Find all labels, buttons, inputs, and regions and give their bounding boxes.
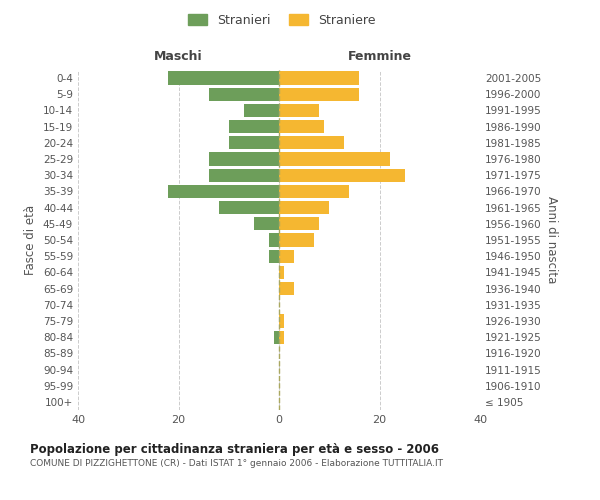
Bar [274, 330, 279, 344]
Text: COMUNE DI PIZZIGHETTONE (CR) - Dati ISTAT 1° gennaio 2006 - Elaborazione TUTTITA: COMUNE DI PIZZIGHETTONE (CR) - Dati ISTA… [30, 459, 443, 468]
Legend: Stranieri, Straniere: Stranieri, Straniere [184, 8, 380, 32]
Bar [279, 72, 359, 85]
Bar [279, 136, 344, 149]
Bar [209, 168, 279, 182]
Bar [279, 201, 329, 214]
Bar [254, 217, 279, 230]
Bar [279, 168, 404, 182]
Bar [169, 185, 279, 198]
Bar [269, 234, 279, 246]
Bar [279, 217, 319, 230]
Bar [279, 152, 389, 166]
Y-axis label: Fasce di età: Fasce di età [25, 205, 37, 275]
Bar [279, 120, 324, 134]
Bar [279, 185, 349, 198]
Bar [279, 266, 284, 279]
Text: Maschi: Maschi [154, 50, 203, 63]
Text: Popolazione per cittadinanza straniera per età e sesso - 2006: Popolazione per cittadinanza straniera p… [30, 442, 439, 456]
Bar [209, 152, 279, 166]
Bar [269, 250, 279, 263]
Bar [229, 120, 279, 134]
Bar [279, 104, 319, 117]
Bar [279, 330, 284, 344]
Text: Femmine: Femmine [347, 50, 412, 63]
Bar [244, 104, 279, 117]
Bar [279, 234, 314, 246]
Y-axis label: Anni di nascita: Anni di nascita [545, 196, 558, 284]
Bar [218, 201, 279, 214]
Bar [229, 136, 279, 149]
Bar [279, 88, 359, 101]
Bar [279, 314, 284, 328]
Bar [279, 282, 294, 295]
Bar [209, 88, 279, 101]
Bar [169, 72, 279, 85]
Bar [279, 250, 294, 263]
